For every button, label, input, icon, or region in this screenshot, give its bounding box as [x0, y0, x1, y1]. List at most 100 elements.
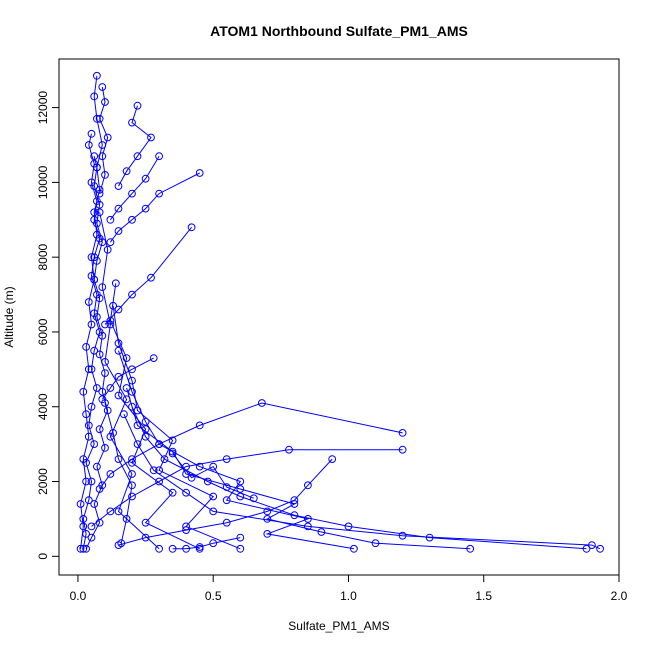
data-point	[290, 496, 299, 505]
y-axis-label: Altitude (m)	[2, 286, 16, 347]
data-point	[141, 533, 150, 542]
data-point	[98, 141, 107, 149]
data-point	[128, 376, 136, 385]
data-point	[84, 421, 93, 430]
data-point	[222, 455, 231, 464]
data-point	[98, 152, 107, 161]
data-point	[95, 518, 104, 527]
data-point	[106, 384, 115, 392]
data-point	[128, 290, 136, 299]
data-point	[236, 492, 245, 501]
data-point	[106, 507, 115, 516]
series-line-4	[99, 86, 109, 194]
y-tick-label: 8000	[36, 244, 50, 271]
data-point	[155, 152, 164, 161]
data-point	[236, 477, 245, 486]
data-point	[122, 384, 131, 392]
data-point	[236, 533, 245, 542]
data-point	[155, 189, 164, 198]
data-point	[168, 544, 177, 553]
data-point	[82, 410, 90, 419]
series-line-7	[112, 305, 241, 550]
data-point	[187, 223, 196, 232]
data-point	[76, 500, 85, 508]
series-line-12	[91, 449, 403, 527]
data-point	[106, 470, 115, 478]
data-point	[114, 346, 123, 355]
data-point	[128, 492, 136, 501]
data-point	[93, 163, 101, 172]
data-point	[304, 481, 312, 490]
data-point	[187, 473, 196, 482]
data-point	[128, 402, 136, 411]
data-point	[79, 544, 88, 553]
data-point	[93, 313, 101, 321]
data-point	[101, 171, 109, 179]
data-point	[133, 101, 142, 110]
data-point	[106, 215, 115, 224]
data-point	[222, 483, 231, 492]
data-point	[95, 350, 104, 359]
data-point	[90, 208, 99, 217]
data-point	[209, 507, 218, 516]
x-tick-label: 1.5	[475, 589, 492, 603]
data-point	[596, 544, 604, 553]
data-point	[122, 354, 131, 363]
series-line-6	[109, 283, 200, 550]
data-point	[93, 462, 101, 471]
data-point	[128, 118, 136, 127]
data-point	[182, 544, 191, 553]
series-line-9	[126, 387, 471, 550]
data-point	[82, 477, 90, 486]
data-point	[209, 462, 218, 471]
data-point	[90, 500, 99, 508]
data-point	[101, 320, 109, 329]
data-point	[141, 417, 150, 426]
data-point	[84, 496, 93, 505]
data-point	[111, 279, 120, 288]
data-point	[168, 449, 177, 458]
data-point	[82, 530, 90, 538]
data-point	[114, 455, 123, 464]
data-point	[317, 528, 326, 536]
y-tick-label: 2000	[36, 468, 50, 495]
data-point	[122, 167, 131, 176]
data-point	[98, 387, 107, 396]
data-point	[263, 507, 272, 516]
data-point	[155, 466, 164, 475]
data-point	[195, 543, 204, 551]
data-point	[141, 174, 150, 183]
data-point	[209, 539, 218, 548]
data-point	[87, 129, 96, 138]
data-point	[149, 466, 158, 475]
data-point	[128, 455, 136, 464]
data-point	[160, 455, 169, 464]
data-point	[95, 294, 104, 303]
data-point	[101, 358, 109, 366]
data-point	[114, 339, 123, 348]
data-point	[133, 406, 142, 415]
data-point	[84, 141, 93, 149]
data-point	[93, 257, 101, 265]
data-point	[128, 189, 136, 198]
data-point	[203, 477, 212, 486]
data-point	[95, 189, 104, 198]
x-tick-label: 0.5	[205, 589, 222, 603]
data-point	[93, 71, 101, 80]
data-point	[90, 346, 99, 355]
data-point	[87, 533, 96, 542]
data-point	[95, 186, 104, 194]
y-tick-label: 10000	[36, 165, 50, 199]
data-point	[155, 440, 164, 449]
data-point	[182, 470, 191, 478]
data-point	[466, 544, 475, 553]
data-point	[258, 399, 266, 407]
data-point	[290, 511, 299, 520]
data-point	[79, 522, 88, 531]
data-point	[122, 515, 131, 523]
series-line-2	[85, 156, 109, 550]
data-point	[93, 384, 101, 392]
series-line-13	[99, 402, 403, 490]
data-point	[263, 515, 272, 523]
data-point	[222, 518, 231, 527]
